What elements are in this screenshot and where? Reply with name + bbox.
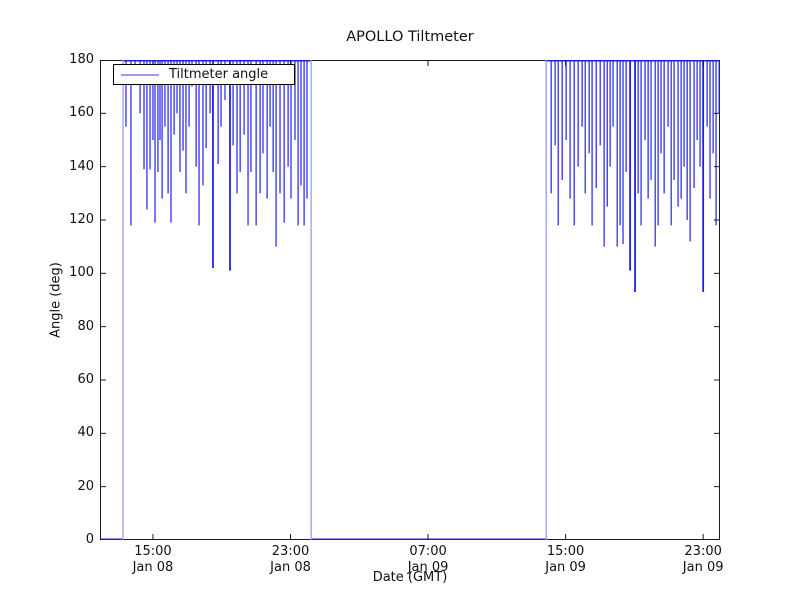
x-tick-label: 07:00 Jan 09 [386, 544, 470, 575]
y-tick-label: 100 [69, 265, 94, 281]
y-tick-label: 140 [69, 158, 94, 174]
x-axis-label: Date (GMT) [372, 570, 448, 585]
x-tick-date: Jan 08 [270, 559, 311, 575]
y-tick-label: 80 [77, 318, 94, 334]
x-tick-time: 07:00 [409, 544, 447, 559]
x-tick-time: 23:00 [271, 544, 310, 559]
legend: Tiltmeter angle [113, 64, 295, 85]
x-tick-time: 15:00 [134, 544, 172, 559]
x-tick-date: Jan 08 [132, 559, 174, 575]
y-tick-label: 0 [85, 532, 94, 547]
chart-title: APOLLO Tiltmeter [346, 29, 474, 45]
x-tick-date: Jan 09 [545, 559, 586, 575]
y-tick-label: 60 [77, 372, 94, 387]
x-tick-label: 23:00 Jan 09 [661, 544, 745, 575]
y-tick-label: 160 [69, 105, 94, 121]
x-tick-time: 23:00 [684, 544, 722, 559]
x-tick-time: 15:00 [546, 544, 585, 559]
legend-line-sample-icon [121, 74, 159, 76]
x-tick-label: 15:00 Jan 08 [111, 544, 195, 575]
x-tick-label: 23:00 Jan 08 [249, 544, 333, 575]
y-tick-label: 40 [77, 425, 94, 441]
legend-label: Tiltmeter angle [169, 67, 269, 82]
tiltmeter-series [100, 60, 720, 540]
y-tick-label: 20 [77, 478, 94, 494]
x-tick-label: 15:00 Jan 09 [524, 544, 608, 575]
x-tick-date: Jan 09 [407, 559, 449, 575]
y-tick-label: 120 [69, 212, 94, 227]
plot-area [100, 60, 720, 540]
y-tick-label: 180 [69, 52, 94, 67]
x-tick-date: Jan 09 [682, 559, 724, 575]
